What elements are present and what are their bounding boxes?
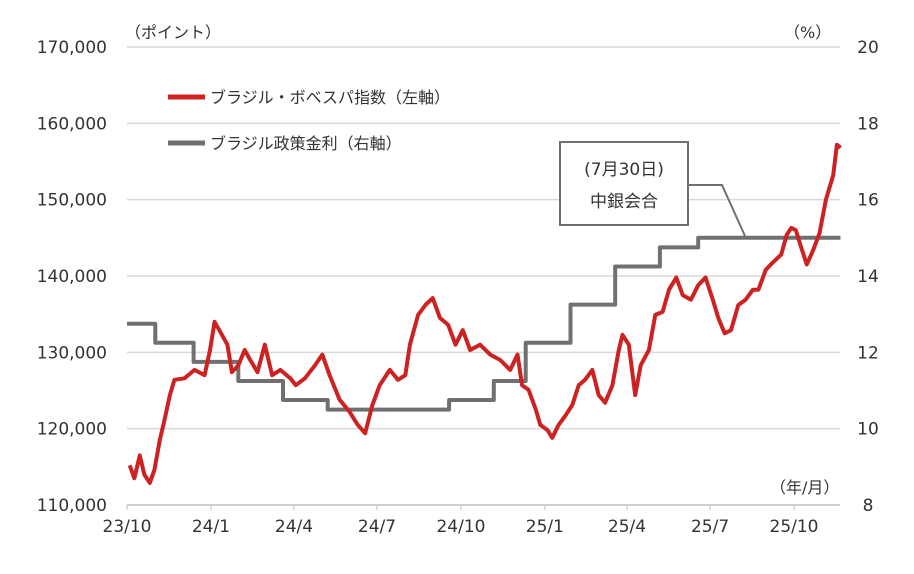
right-tick-label: 16 (857, 191, 879, 211)
right-tick-label: 12 (857, 343, 879, 363)
left-tick-label: 170,000 (37, 38, 107, 58)
left-tick-label: 150,000 (37, 191, 107, 211)
x-axis-unit: （年/月） (770, 478, 839, 497)
right-tick-label: 20 (857, 38, 879, 58)
x-tick-label: 25/7 (691, 517, 729, 537)
legend-label-bovespa: ブラジル・ボベスパ指数（左軸） (210, 88, 450, 107)
right-tick-label: 8 (863, 496, 874, 516)
right-tick-label: 18 (857, 114, 879, 134)
x-tick-label: 25/4 (608, 517, 646, 537)
annotation-date: (7月30日) (584, 160, 664, 180)
x-tick-label: 24/1 (192, 517, 230, 537)
policy-rate-line (127, 235, 841, 412)
right-axis-unit: （%） (784, 23, 831, 42)
right-tick-label: 10 (857, 420, 879, 440)
x-tick-label: 25/1 (526, 517, 564, 537)
left-tick-label: 160,000 (37, 114, 107, 134)
x-tick-label: 24/10 (436, 517, 485, 537)
left-tick-label: 110,000 (37, 496, 107, 516)
left-tick-label: 140,000 (37, 267, 107, 287)
x-tick-label: 24/4 (275, 517, 313, 537)
x-tick-label: 25/10 (770, 517, 819, 537)
annotation-connector (688, 184, 746, 237)
left-tick-label: 120,000 (37, 420, 107, 440)
annotation-label: 中銀会合 (590, 192, 658, 212)
left-tick-label: 130,000 (37, 343, 107, 363)
left-axis-unit: （ポイント） (125, 23, 221, 42)
right-tick-label: 14 (857, 267, 879, 287)
bovespa-line (127, 142, 842, 485)
legend-label-policy-rate: ブラジル政策金利（右軸） (210, 134, 402, 153)
x-tick-label: 24/7 (358, 517, 396, 537)
legend: ブラジル・ボベスパ指数（左軸） ブラジル政策金利（右軸） (168, 88, 450, 153)
x-tick-label: 23/10 (103, 517, 152, 537)
annotation-box (559, 141, 689, 226)
